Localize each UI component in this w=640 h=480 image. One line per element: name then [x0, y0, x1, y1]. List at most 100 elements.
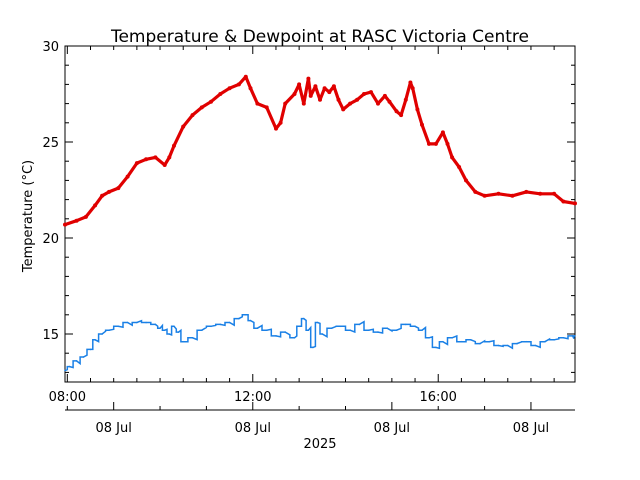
dewpoint-point — [219, 323, 222, 326]
dewpoint-point — [312, 346, 314, 349]
x-ticks: 08:00 12:00 16:00 — [49, 46, 555, 405]
y-axis-label: Temperature (°C) — [21, 160, 36, 273]
temperature-point — [100, 193, 105, 198]
dewpoint-point — [256, 327, 259, 330]
temperature-point — [264, 105, 269, 110]
temperature-point — [83, 214, 88, 219]
dewpoint-point — [210, 325, 212, 328]
dewpoint-point — [303, 317, 305, 320]
temperature-point — [322, 86, 327, 91]
x-tick-label: 12:00 — [234, 390, 271, 405]
x-tick-label: 16:00 — [419, 390, 456, 405]
temperature-point — [403, 97, 408, 102]
dewpoint-point — [414, 325, 416, 328]
temperature-point — [236, 82, 241, 87]
dewpoint-point — [68, 365, 71, 368]
temperature-point — [153, 155, 158, 160]
dewpoint-point — [488, 340, 491, 343]
temperature-point — [255, 101, 260, 106]
dewpoint-point — [117, 325, 120, 328]
temperature-point — [107, 189, 111, 194]
temperature-point — [496, 191, 501, 196]
temperature-point — [387, 99, 392, 104]
temperature-point — [336, 97, 341, 102]
dewpoint-point — [136, 321, 138, 324]
dewpoint-point — [386, 327, 389, 330]
temperature-point — [308, 93, 313, 98]
dewpoint-point — [168, 333, 171, 335]
temperature-point — [313, 84, 318, 89]
dewpoint-point — [191, 337, 194, 339]
dewpoint-point — [265, 329, 268, 332]
dewpoint-point — [574, 335, 576, 337]
dewpoint-point — [245, 314, 247, 316]
dewpoint-point — [497, 344, 500, 347]
dewpoint-point — [544, 340, 546, 343]
temperature-point — [327, 90, 332, 95]
x-axis-year-label: 2025 — [303, 437, 336, 452]
temperature-point — [63, 222, 67, 227]
dewpoint-point — [358, 323, 361, 326]
temperature-point — [573, 201, 577, 206]
dewpoint-point — [421, 329, 423, 332]
dewpoint-point — [154, 323, 157, 326]
x-tick-label: 08:00 — [49, 390, 86, 405]
dewpoint-point — [340, 325, 342, 328]
dewpoint-point — [525, 340, 528, 343]
dewpoint-point — [367, 329, 370, 332]
dewpoint-point — [159, 327, 161, 330]
y-tick-label: 25 — [42, 136, 59, 151]
dewpoint-point — [479, 342, 481, 345]
temperature-point — [134, 161, 139, 166]
temperature-point — [306, 76, 311, 81]
dewpoint-point — [89, 348, 92, 351]
temperature-point — [561, 199, 566, 204]
dewpoint-point — [101, 333, 103, 335]
date-tick-label: 08 Jul — [235, 421, 271, 436]
dewpoint-point — [442, 340, 444, 343]
temperature-point — [450, 155, 455, 160]
temperature-point — [243, 74, 248, 79]
temperature-point — [331, 84, 336, 89]
temperature-point — [433, 141, 438, 146]
dewpoint-point — [108, 329, 110, 332]
dewpoint-point — [228, 321, 231, 324]
temperature-point — [538, 191, 543, 196]
temperature-point — [278, 120, 283, 125]
temperature-point — [274, 126, 278, 131]
dewpoint-point — [275, 335, 277, 337]
temperature-point — [199, 105, 204, 110]
dewpoint-point — [562, 337, 565, 339]
dewpoint-point — [94, 339, 96, 341]
temperature-point — [172, 143, 176, 148]
temperature-point — [382, 93, 387, 98]
temperature-point — [369, 90, 373, 95]
dewpoint-point — [321, 333, 324, 335]
date-tick-label: 08 Jul — [374, 421, 410, 436]
dewpoint-point — [553, 339, 555, 341]
temperature-point — [218, 92, 223, 96]
dewpoint-point — [507, 344, 509, 347]
temperature-point — [162, 163, 167, 167]
dewpoint-point — [571, 335, 574, 337]
dewpoint-point — [249, 319, 252, 322]
temperature-point — [190, 113, 195, 118]
temperature-point — [394, 109, 399, 114]
dewpoint-point — [82, 356, 85, 358]
temperature-point — [524, 189, 529, 194]
dewpoint-point — [460, 340, 463, 343]
temperature-point — [376, 101, 380, 106]
dewpoint-point — [516, 342, 518, 345]
temperature-point — [427, 141, 431, 146]
dewpoint-point — [534, 344, 537, 347]
temperature-series-line — [63, 75, 577, 227]
temperature-point — [209, 99, 213, 104]
dewpoint-point — [349, 329, 351, 332]
dewpoint-point — [428, 337, 430, 339]
temperature-point — [318, 97, 322, 102]
dewpoint-point — [316, 321, 319, 324]
temperature-point — [440, 130, 445, 135]
dewpoint-point — [330, 327, 333, 330]
temperature-point — [457, 165, 462, 169]
temperature-point — [410, 86, 415, 91]
